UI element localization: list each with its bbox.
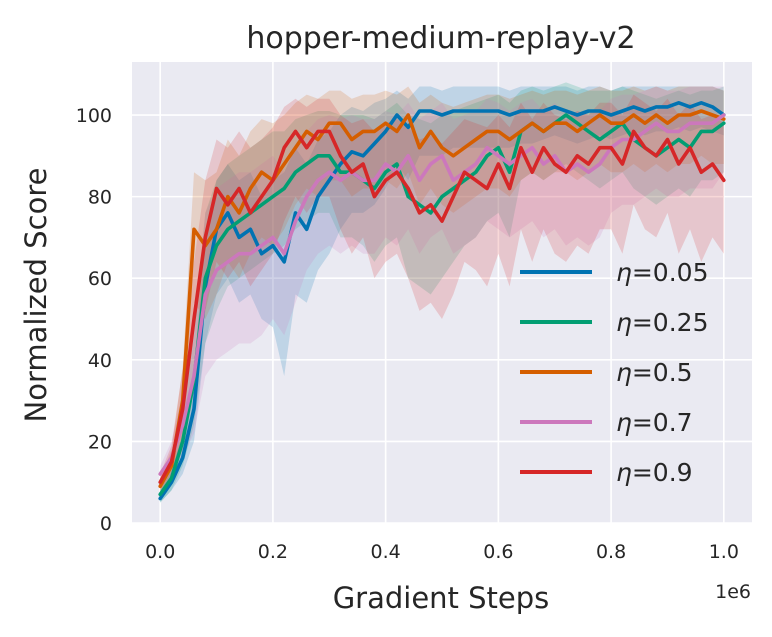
series-band-0 xyxy=(160,86,724,503)
legend-label-prefix: η xyxy=(616,308,632,337)
y-tick-label: 0 xyxy=(100,513,112,535)
y-tick-label: 60 xyxy=(88,268,112,290)
series-band-3 xyxy=(160,86,724,487)
legend-label-4: η=0.9 xyxy=(616,458,693,487)
x-tick-label: 0.8 xyxy=(596,541,626,563)
y-axis-title: Normalized Score xyxy=(19,168,53,423)
legend-label-prefix: η xyxy=(616,358,632,387)
series-band-1 xyxy=(160,82,724,503)
x-tick-label: 1.0 xyxy=(709,541,739,563)
x-tick-label: 0.4 xyxy=(371,541,401,563)
plot-area: 0.0 0.2 0.4 0.6 0.8 1.0 0 20 40 60 80 100 xyxy=(76,62,752,563)
y-tick-label: 20 xyxy=(88,431,112,453)
series-line-2 xyxy=(158,109,726,489)
legend: η=0.05η=0.25η=0.5η=0.7η=0.9 xyxy=(520,258,708,487)
legend-label-prefix: η xyxy=(616,258,632,287)
legend-label-1: η=0.25 xyxy=(616,308,708,337)
legend-label-3: η=0.7 xyxy=(616,408,693,437)
x-tick-label: 0.6 xyxy=(483,541,513,563)
series-line-0 xyxy=(158,101,726,501)
y-tick-label: 40 xyxy=(88,350,112,372)
legend-label-value: =0.05 xyxy=(632,258,709,287)
legend-label-prefix: η xyxy=(616,408,632,437)
legend-label-prefix: η xyxy=(616,458,632,487)
plot-background xyxy=(132,62,752,523)
x-axis-title: Gradient Steps xyxy=(333,581,550,615)
x-tick-label: 0.2 xyxy=(258,541,288,563)
series-band-4 xyxy=(160,94,724,491)
y-tick-label: 80 xyxy=(88,187,112,209)
series-band-2 xyxy=(160,86,724,495)
series-line-4 xyxy=(158,129,726,484)
legend-label-value: =0.9 xyxy=(632,458,693,487)
legend-label-value: =0.25 xyxy=(632,308,709,337)
legend-label-value: =0.5 xyxy=(632,358,693,387)
y-tick-label: 100 xyxy=(76,105,112,127)
legend-label-0: η=0.05 xyxy=(616,258,708,287)
x-tick-label: 0.0 xyxy=(145,541,175,563)
legend-label-2: η=0.5 xyxy=(616,358,693,387)
x-axis-offset-label: 1e6 xyxy=(715,581,751,603)
chart-title: hopper-medium-replay-v2 xyxy=(246,21,635,56)
legend-label-value: =0.7 xyxy=(632,408,693,437)
